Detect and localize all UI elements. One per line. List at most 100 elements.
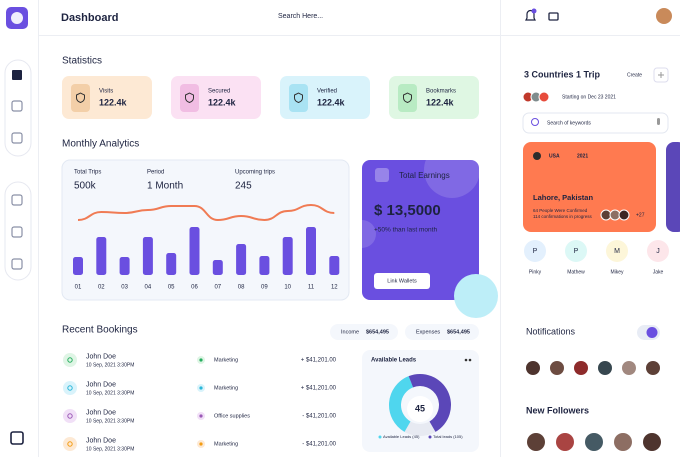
search-icon bbox=[531, 118, 539, 126]
person-avatar[interactable] bbox=[606, 240, 628, 262]
toggle-knob bbox=[646, 327, 658, 338]
more-dot bbox=[464, 358, 468, 362]
bar bbox=[282, 237, 293, 275]
nav-icon[interactable] bbox=[12, 70, 22, 80]
nav-icon[interactable] bbox=[11, 258, 23, 270]
x-tick-label: 10 bbox=[284, 285, 291, 291]
logout-icon[interactable] bbox=[10, 431, 24, 445]
bar bbox=[189, 227, 200, 275]
nav-group bbox=[4, 59, 32, 157]
notification-bell[interactable] bbox=[525, 9, 536, 21]
x-tick-label: 04 bbox=[145, 285, 152, 291]
profile-avatar[interactable] bbox=[656, 8, 672, 24]
nav-icon[interactable] bbox=[11, 100, 23, 112]
shield-icon bbox=[294, 92, 303, 104]
x-tick-label: 08 bbox=[238, 285, 245, 291]
bar bbox=[96, 237, 107, 275]
decor bbox=[348, 220, 376, 248]
logo-mark bbox=[11, 12, 23, 24]
earnings-amount: $ 13,5000 bbox=[374, 202, 441, 219]
trip-year: 2021 bbox=[577, 153, 588, 159]
stat-value: 122.4k bbox=[99, 97, 128, 107]
bar bbox=[212, 260, 223, 275]
bar bbox=[142, 237, 153, 275]
booking-icon bbox=[63, 437, 77, 451]
x-tick-label: 11 bbox=[308, 285, 315, 291]
person-name: Mathew bbox=[567, 269, 585, 275]
category-dot-inner bbox=[199, 386, 203, 390]
button-label: Link Wallets bbox=[387, 278, 417, 284]
person-avatar[interactable] bbox=[565, 240, 587, 262]
booking-name: John Doe bbox=[86, 353, 116, 360]
bar bbox=[236, 244, 247, 275]
booking-icon bbox=[63, 409, 77, 423]
income-label: Income bbox=[341, 329, 359, 335]
bar bbox=[329, 256, 340, 275]
x-tick-label: 07 bbox=[214, 285, 221, 291]
stat-value: 122.4k bbox=[208, 97, 237, 107]
eye-icon bbox=[67, 413, 73, 419]
avatar bbox=[618, 209, 630, 221]
trip-card bbox=[523, 142, 656, 232]
x-tick-label: 12 bbox=[331, 285, 338, 291]
section-title: New Followers bbox=[526, 405, 589, 415]
search-placeholder: Search of keywords bbox=[547, 120, 591, 126]
summary-label: Total Trips bbox=[74, 170, 101, 176]
chart-panel bbox=[61, 159, 350, 301]
legend-label: Total leads (105) bbox=[433, 434, 463, 439]
decor bbox=[424, 142, 480, 198]
booking-date: 10 Sep, 2021 3:30PM bbox=[86, 418, 134, 424]
link-wallets-button[interactable] bbox=[374, 273, 430, 289]
trip-card-next bbox=[666, 142, 680, 232]
bar bbox=[306, 227, 316, 275]
shield-icon bbox=[403, 92, 412, 104]
follower-avatar[interactable] bbox=[614, 433, 632, 451]
notification-avatar bbox=[598, 361, 612, 375]
person-initial: M bbox=[614, 248, 620, 255]
avatar bbox=[538, 91, 550, 103]
follower-avatar[interactable] bbox=[643, 433, 661, 451]
nav-icon[interactable] bbox=[11, 132, 23, 144]
search-box[interactable] bbox=[522, 112, 669, 134]
person-initial: P bbox=[533, 248, 538, 255]
trip-start: Starting on Dec 23 2021 bbox=[562, 94, 616, 100]
stat-value: 122.4k bbox=[426, 97, 455, 107]
trip-confirmed: 64 People Were Confirmed bbox=[533, 208, 588, 213]
page-title: Dashboard bbox=[61, 12, 118, 24]
section-title: Notifications bbox=[526, 326, 576, 336]
trip-progress: 114 confirmations in progress bbox=[533, 214, 592, 219]
nav-icon[interactable] bbox=[11, 194, 23, 206]
more-dot bbox=[468, 358, 472, 362]
legend-label: Available Leads (45) bbox=[383, 434, 420, 439]
shield-icon bbox=[185, 92, 194, 104]
person-avatar[interactable] bbox=[647, 240, 669, 262]
stat-icon bbox=[398, 84, 417, 112]
summary-label: Upcoming trips bbox=[235, 170, 275, 176]
x-tick-label: 02 bbox=[98, 285, 105, 291]
person-name: Jake bbox=[653, 269, 664, 275]
person-name: Mikey bbox=[610, 269, 624, 275]
x-tick-label: 09 bbox=[261, 285, 268, 291]
donut-center bbox=[407, 396, 433, 422]
badge bbox=[531, 8, 537, 14]
follower-avatar[interactable] bbox=[527, 433, 545, 451]
follower-avatar[interactable] bbox=[556, 433, 574, 451]
stat-icon bbox=[289, 84, 308, 112]
trip-city: Lahore, Pakistan bbox=[533, 193, 593, 202]
person-name: Pinky bbox=[529, 269, 542, 275]
summary-value: 245 bbox=[235, 181, 252, 192]
bar bbox=[73, 257, 83, 275]
category-dot-inner bbox=[199, 442, 203, 446]
shield-icon bbox=[76, 92, 85, 104]
booking-icon bbox=[63, 381, 77, 395]
booking-name: John Doe bbox=[86, 437, 116, 444]
nav-icon[interactable] bbox=[11, 226, 23, 238]
booking-category: Marketing bbox=[214, 385, 238, 391]
stat-value: 122.4k bbox=[317, 97, 346, 107]
mail-icon[interactable] bbox=[548, 12, 559, 21]
booking-amount: + $41,201.00 bbox=[301, 358, 337, 364]
person-avatar[interactable] bbox=[524, 240, 546, 262]
follower-avatar[interactable] bbox=[585, 433, 603, 451]
bar bbox=[119, 257, 130, 275]
create-link: Create bbox=[627, 72, 642, 78]
